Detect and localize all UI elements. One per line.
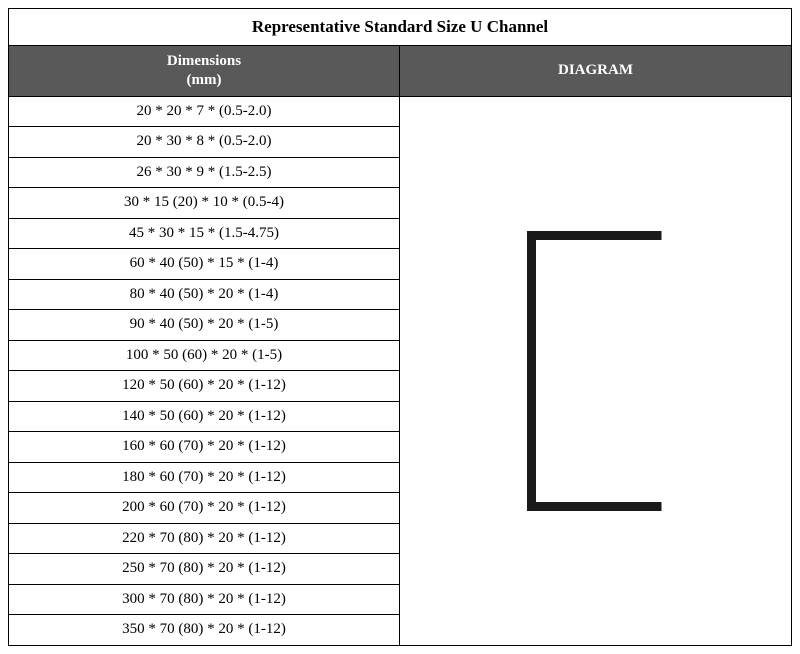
table-row: 250 * 70 (80) * 20 * (1-12) [8, 554, 400, 585]
table-row: 160 * 60 (70) * 20 * (1-12) [8, 432, 400, 463]
table-row: 200 * 60 (70) * 20 * (1-12) [8, 493, 400, 524]
table-row: 60 * 40 (50) * 15 * (1-4) [8, 249, 400, 280]
column-header-dimensions: Dimensions (mm) [8, 46, 400, 97]
u-channel-table: Representative Standard Size U Channel D… [8, 8, 792, 646]
table-title: Representative Standard Size U Channel [8, 8, 792, 46]
table-row: 26 * 30 * 9 * (1.5-2.5) [8, 158, 400, 189]
column-header-diagram: DIAGRAM [400, 46, 792, 97]
u-channel-icon [521, 231, 671, 511]
dimensions-label: Dimensions [167, 52, 241, 71]
table-row: 140 * 50 (60) * 20 * (1-12) [8, 402, 400, 433]
table-row: 45 * 30 * 15 * (1.5-4.75) [8, 219, 400, 250]
table-row: 80 * 40 (50) * 20 * (1-4) [8, 280, 400, 311]
table-row: 30 * 15 (20) * 10 * (0.5-4) [8, 188, 400, 219]
table-row: 220 * 70 (80) * 20 * (1-12) [8, 524, 400, 555]
table-row: 20 * 30 * 8 * (0.5-2.0) [8, 127, 400, 158]
table-row: 350 * 70 (80) * 20 * (1-12) [8, 615, 400, 646]
dimensions-column: 20 * 20 * 7 * (0.5-2.0)20 * 30 * 8 * (0.… [8, 97, 400, 646]
table-row: 100 * 50 (60) * 20 * (1-5) [8, 341, 400, 372]
table-row: 20 * 20 * 7 * (0.5-2.0) [8, 97, 400, 128]
table-body: 20 * 20 * 7 * (0.5-2.0)20 * 30 * 8 * (0.… [8, 97, 792, 646]
dimensions-unit: (mm) [187, 71, 222, 90]
table-header-row: Dimensions (mm) DIAGRAM [8, 46, 792, 97]
diagram-cell [400, 97, 792, 646]
table-row: 90 * 40 (50) * 20 * (1-5) [8, 310, 400, 341]
table-row: 120 * 50 (60) * 20 * (1-12) [8, 371, 400, 402]
table-row: 180 * 60 (70) * 20 * (1-12) [8, 463, 400, 494]
table-row: 300 * 70 (80) * 20 * (1-12) [8, 585, 400, 616]
